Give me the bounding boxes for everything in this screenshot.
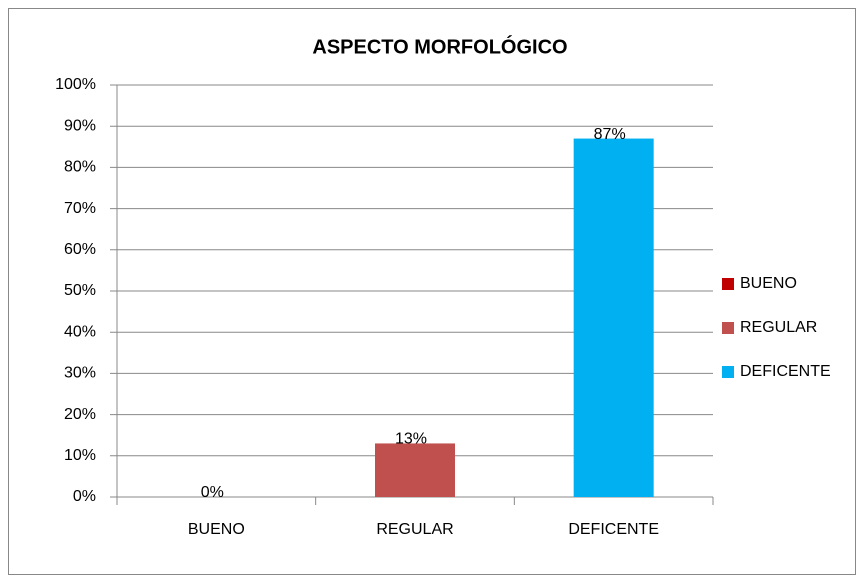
- legend-label: BUENO: [740, 275, 797, 292]
- data-label: 0%: [201, 484, 224, 501]
- bar: [573, 138, 654, 497]
- y-tick-label: 70%: [64, 200, 96, 217]
- y-tick-label: 40%: [64, 323, 96, 340]
- y-tick-label: 20%: [64, 406, 96, 423]
- legend-swatch: [722, 278, 734, 290]
- y-tick-label: 0%: [73, 488, 96, 505]
- legend-swatch: [722, 322, 734, 334]
- y-tick-label: 10%: [64, 447, 96, 464]
- data-label: 13%: [395, 431, 427, 448]
- data-label: 87%: [594, 126, 626, 143]
- chart-title: ASPECTO MORFOLÓGICO: [312, 34, 567, 58]
- x-tick-label: DEFICENTE: [568, 521, 659, 538]
- y-tick-label: 50%: [64, 282, 96, 299]
- y-tick-label: 30%: [64, 365, 96, 382]
- bar: [375, 443, 455, 497]
- legend-label: DEFICENTE: [740, 363, 831, 380]
- y-tick-label: 100%: [55, 76, 96, 93]
- y-tick-label: 80%: [64, 159, 96, 176]
- x-tick-label: REGULAR: [376, 521, 453, 538]
- legend-swatch: [722, 366, 734, 378]
- x-tick-label: BUENO: [188, 521, 245, 538]
- y-tick-label: 90%: [64, 117, 96, 134]
- y-tick-label: 60%: [64, 241, 96, 258]
- legend-label: REGULAR: [740, 319, 817, 336]
